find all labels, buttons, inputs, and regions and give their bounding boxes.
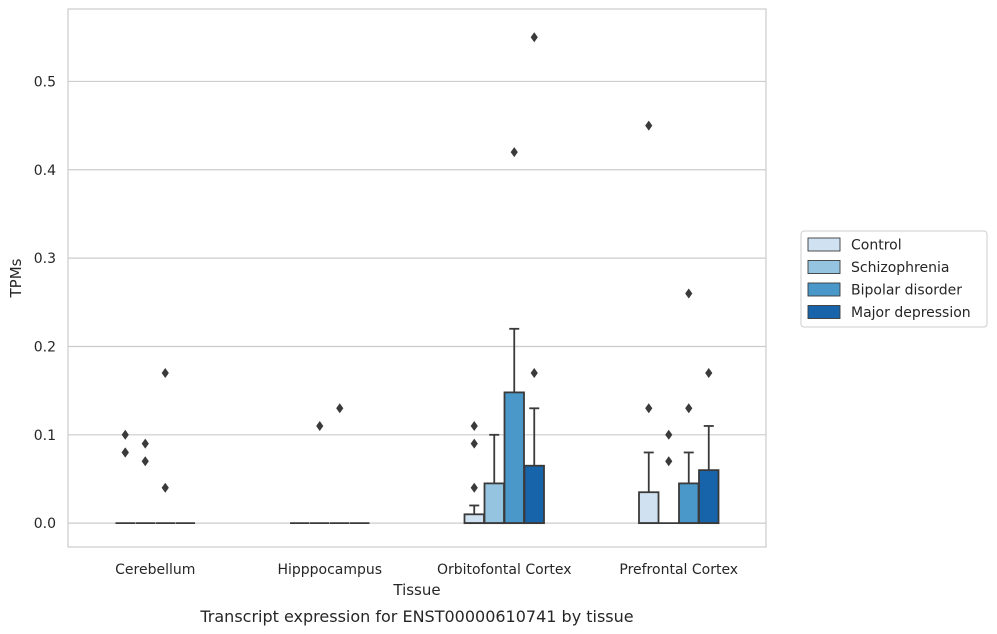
box-rect: [698, 469, 720, 525]
box-group: [638, 120, 660, 525]
outlier-point: [121, 429, 129, 440]
y-tick-label: 0.2: [34, 339, 56, 355]
outlier-point: [685, 403, 693, 414]
y-tick-label: 0.5: [34, 74, 56, 90]
y-tick-label: 0.1: [34, 428, 56, 444]
box-group: [483, 433, 505, 525]
box-rect: [638, 491, 660, 525]
box-group: [155, 367, 175, 525]
box-group: [463, 420, 485, 525]
legend-label: Bipolar disorder: [851, 283, 962, 299]
legend-label: Control: [851, 238, 902, 254]
plot-frame: [67, 8, 767, 548]
gridlines: [68, 80, 766, 524]
outlier-point: [645, 403, 653, 414]
chart-caption: Transcript expression for ENST0000061074…: [199, 607, 633, 626]
outlier-point: [470, 438, 478, 449]
outlier-point: [336, 403, 344, 414]
outlier-point: [316, 420, 324, 431]
legend-swatch: [807, 305, 841, 319]
outlier-point: [161, 367, 169, 378]
legend-swatch: [807, 282, 841, 297]
outlier-point: [685, 288, 693, 299]
box-rect: [503, 391, 525, 525]
outlier-point: [705, 367, 713, 378]
x-axis-ticks: Cerebellum Hipppocampus Orbitofontal Corte…: [115, 562, 738, 578]
box-rect: [463, 513, 485, 525]
outlier-point: [665, 456, 673, 467]
x-axis-label: Tissue: [392, 581, 440, 599]
y-axis-ticks: 0.0 0.1 0.2 0.3 0.4 0.5: [34, 74, 56, 532]
y-tick-label: 0.4: [34, 163, 56, 179]
outlier-point: [645, 120, 653, 131]
x-tick-label: Cerebellum: [115, 562, 195, 578]
outlier-point: [510, 147, 518, 158]
y-tick-label: 0.0: [34, 516, 56, 532]
outlier-point: [665, 429, 673, 440]
box-rect: [523, 464, 545, 525]
outlier-point: [121, 447, 129, 458]
legend-frame: [800, 230, 988, 328]
box-group: [523, 32, 545, 525]
box-group: [115, 429, 135, 525]
outlier-point: [161, 482, 169, 493]
legend-swatch: [807, 260, 841, 274]
y-tick-label: 0.3: [34, 251, 56, 267]
legend: Control Schizophrenia Bipolar disorder Majo…: [800, 230, 988, 328]
outlier-point: [141, 438, 149, 449]
outlier-point: [530, 32, 538, 43]
box-group: [678, 288, 700, 525]
legend-label: Major depression: [851, 305, 971, 321]
x-tick-label: Hipppocampus: [277, 562, 382, 578]
box-group: [310, 420, 330, 525]
box-group: [330, 403, 350, 525]
box-group: [698, 367, 720, 525]
box-group: [503, 147, 525, 525]
box-rect: [678, 482, 700, 525]
box-group: [659, 429, 679, 525]
box-marks: [115, 32, 720, 525]
outlier-point: [470, 482, 478, 493]
legend-swatch: [807, 237, 841, 252]
outlier-point: [530, 367, 538, 378]
y-axis-label: TPMs: [7, 258, 25, 298]
x-tick-label: Orbitofontal Cortex: [437, 562, 572, 578]
legend-label: Schizophrenia: [851, 260, 949, 276]
x-tick-label: Prefrontal Cortex: [619, 562, 738, 578]
box-group: [135, 438, 155, 525]
outlier-point: [141, 456, 149, 467]
outlier-point: [470, 420, 478, 431]
box-rect: [483, 482, 505, 525]
